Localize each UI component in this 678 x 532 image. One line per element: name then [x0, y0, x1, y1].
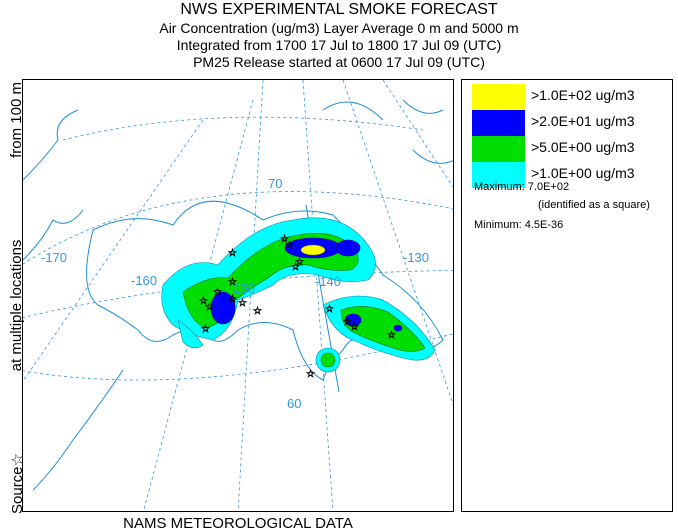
lat-circle-70 — [23, 191, 453, 265]
plume-yellow — [300, 244, 326, 256]
map-panel[interactable]: ☆ ☆ ☆ ☆ ☆ ☆ ☆ ☆ ☆ ☆ ☆ ☆ ☆ ☆ ☆ ☆ ☆ ☆ -170… — [22, 79, 454, 512]
source-star: ☆ — [343, 317, 352, 328]
legend-swatch-yellow — [472, 84, 525, 110]
legend-swatch-blue — [472, 110, 525, 136]
source-star: ☆ — [253, 306, 262, 317]
maximum-value: Maximum: 7.0E+02 — [474, 181, 570, 193]
forecast-title: NWS EXPERIMENTAL SMOKE FORECAST — [180, 1, 498, 18]
legend-item-blue: >2.0E+01 ug/m3 — [472, 110, 635, 136]
met-data-footer: NAMS METEOROLOGICAL DATA — [123, 515, 353, 532]
source-star: ☆ — [199, 296, 208, 307]
legend-panel: >1.0E+02 ug/m3 >2.0E+01 ug/m3 >5.0E+00 u… — [461, 79, 673, 512]
lat-circle-75 — [62, 116, 424, 141]
source-side-label: Source☆ at multiple locations from 100 m — [0, 82, 26, 514]
legend-swatch-cyan — [472, 162, 525, 188]
aleutian-chain — [32, 369, 124, 491]
source-star: ☆ — [285, 240, 294, 251]
source-star: ☆ — [228, 294, 237, 305]
lon-label: -160 — [131, 273, 157, 288]
meridian-130 — [342, 80, 453, 406]
legend-label: >1.0E+02 ug/m3 — [531, 87, 635, 103]
source-star: ☆ — [238, 298, 247, 309]
source-markers: ☆ ☆ ☆ ☆ ☆ ☆ ☆ ☆ ☆ ☆ ☆ ☆ ☆ ☆ ☆ ☆ ☆ ☆ — [199, 234, 397, 381]
alaska-coast — [86, 200, 444, 381]
concentration-subtitle: Air Concentration (ug/m3) Layer Average … — [159, 20, 519, 36]
source-star: ☆ — [213, 287, 222, 298]
lon-label: -150 — [229, 281, 255, 296]
minimum-value: Minimum: 4.5E-36 — [474, 219, 564, 231]
source-star: ☆ — [350, 322, 359, 333]
source-star: ☆ — [228, 248, 237, 259]
source-star: ☆ — [201, 324, 210, 335]
lon-label: -170 — [41, 250, 67, 265]
meridian-160 — [143, 99, 254, 511]
legend-label: >5.0E+00 ug/m3 — [531, 139, 635, 155]
legend-item-yellow: >1.0E+02 ug/m3 — [472, 84, 635, 110]
legend-label: >2.0E+01 ug/m3 — [531, 113, 635, 129]
meridian-120 — [382, 80, 453, 188]
source-star: ☆ — [280, 234, 289, 245]
plume-blue — [210, 237, 403, 332]
meridian-170 — [23, 119, 204, 382]
source-star: ☆ — [291, 262, 300, 273]
source-star: ☆ — [325, 304, 334, 315]
integration-period: Integrated from 1700 17 Jul to 1800 17 J… — [176, 37, 502, 53]
lon-label: -140 — [315, 274, 341, 289]
lat-label: 70 — [268, 176, 282, 191]
meridian-150 — [237, 80, 264, 511]
smoke-map: ☆ ☆ ☆ ☆ ☆ ☆ ☆ ☆ ☆ ☆ ☆ ☆ ☆ ☆ ☆ ☆ ☆ ☆ -170… — [23, 80, 453, 511]
source-star: ☆ — [205, 302, 214, 313]
release-start: PM25 Release started at 0600 17 Jul 09 (… — [193, 54, 485, 70]
siberia-coast — [23, 109, 84, 261]
maximum-note: (identified as a square) — [538, 199, 650, 211]
source-star: ☆ — [387, 330, 396, 341]
lat-circle-60 — [23, 333, 453, 381]
lat-label: 60 — [287, 396, 301, 411]
source-star: ☆ — [228, 277, 237, 288]
legend-item-green: >5.0E+00 ug/m3 — [472, 136, 635, 162]
source-star: ☆ — [295, 257, 304, 268]
legend-label: >1.0E+00 ug/m3 — [531, 165, 635, 181]
legend-swatch-green — [472, 136, 525, 162]
lon-label: -130 — [403, 250, 429, 265]
source-star: ☆ — [306, 369, 315, 380]
meridian-140 — [302, 80, 334, 511]
legend-item-cyan: >1.0E+00 ug/m3 — [472, 162, 635, 188]
canada-islands — [322, 99, 453, 164]
